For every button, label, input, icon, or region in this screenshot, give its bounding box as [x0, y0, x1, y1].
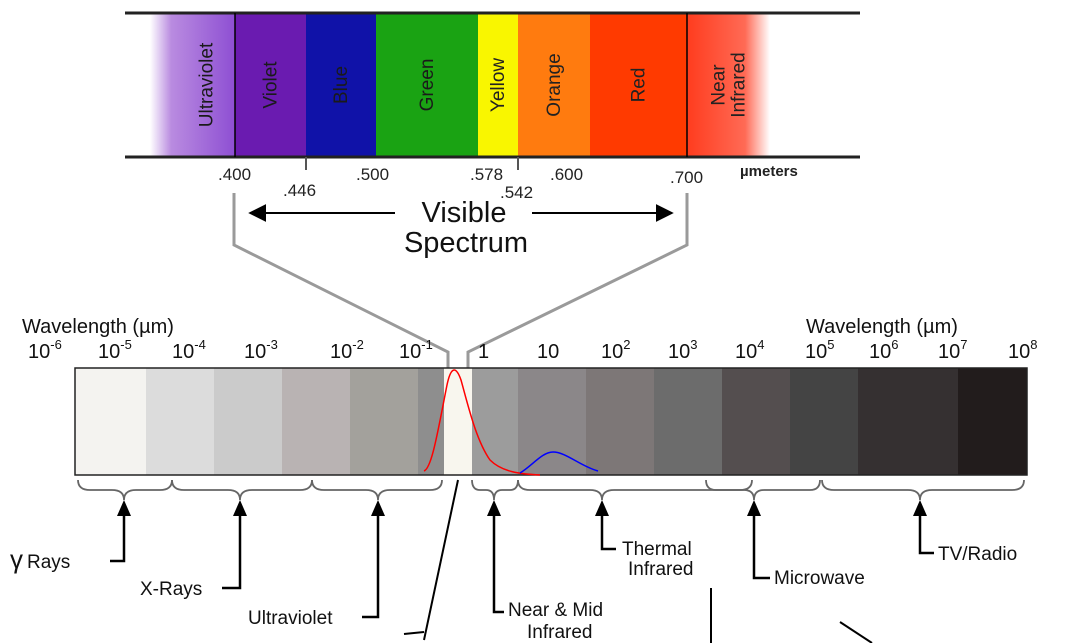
power-label: 10-5	[98, 337, 132, 363]
power-label: 10-4	[172, 337, 206, 363]
visible-tick-labels: .400 .446 .500 .578 .542 .600 .700 µmete…	[218, 163, 798, 202]
power-label: 103	[668, 337, 697, 363]
tv-radio-label: TV/Radio	[938, 544, 1017, 565]
power-label: 108	[1008, 337, 1037, 363]
spectrum-band	[586, 368, 654, 475]
tick-500: .500	[356, 165, 389, 184]
spectrum-band	[790, 368, 858, 475]
region-braces	[77, 479, 1025, 501]
band-label-blue: Blue	[331, 66, 352, 104]
region-labels: γ Rays X-Rays Ultraviolet Near & Mid Inf…	[10, 539, 1017, 643]
band-label-violet: Violet	[261, 61, 282, 109]
spectrum-band	[472, 368, 518, 475]
visible-spectrum-strip: Ultraviolet Violet Blue Green Yellow Orange Re…	[125, 11, 860, 159]
power-label: 106	[869, 337, 898, 363]
band-orange	[518, 13, 590, 157]
band-yellow	[478, 13, 518, 157]
region-arrows	[110, 515, 934, 619]
thermal-label-line1: Thermal	[622, 539, 692, 560]
thermal-label-line2: Infrared	[628, 559, 693, 580]
visible-title-line2: Spectrum	[404, 227, 528, 259]
tick-446: .446	[283, 181, 316, 200]
power-label: 1	[478, 341, 489, 363]
wavelength-label-right: Wavelength (µm)	[806, 316, 958, 338]
visible-title-line1: Visible	[422, 197, 507, 229]
power-label: 102	[601, 337, 630, 363]
visible-funnel-lines	[232, 193, 689, 368]
ultraviolet-label: Ultraviolet	[248, 608, 333, 629]
band-label-yellow: Yellow	[488, 58, 509, 113]
near-mid-label-line2: Infrared	[527, 622, 592, 643]
tick-700: .700	[670, 168, 703, 187]
spectrum-band	[858, 368, 958, 475]
spectrum-band	[146, 368, 214, 475]
tick-578: .578	[470, 165, 503, 184]
tick-600: .600	[550, 165, 583, 184]
band-red	[590, 13, 687, 157]
spectrum-band	[958, 368, 1027, 475]
power-label: 105	[805, 337, 834, 363]
solar-radiation-curve	[423, 369, 541, 476]
band-label-green: Green	[417, 59, 438, 112]
units-label: µmeters	[740, 163, 798, 180]
spectrum-band	[444, 368, 472, 475]
lower-leader-lines	[403, 479, 873, 643]
tick-542: .542	[500, 183, 533, 202]
band-label-red: Red	[629, 68, 650, 103]
band-label-near-infrared-1: Infrared	[729, 52, 750, 117]
tick-400: .400	[218, 165, 251, 184]
gamma-symbol: γ	[10, 544, 23, 574]
xrays-label: X-Rays	[140, 579, 202, 600]
band-ultraviolet	[150, 13, 235, 157]
region-arrowheads	[117, 500, 927, 516]
band-label-orange: Orange	[544, 53, 565, 116]
band-label-near-infrared-0: Near	[709, 64, 730, 106]
earth-radiation-curve	[519, 451, 599, 474]
band-label-ultraviolet: Ultraviolet	[197, 42, 218, 127]
microwave-label: Microwave	[774, 568, 865, 589]
power-label: 10	[537, 341, 559, 363]
spectrum-bar	[75, 368, 1027, 475]
band-green	[376, 13, 478, 157]
spectrum-band	[282, 368, 350, 475]
spectrum-band	[350, 368, 418, 475]
spectrum-band	[654, 368, 722, 475]
band-blue	[306, 13, 376, 157]
power-label: 10-2	[330, 337, 364, 363]
power-label: 10-1	[399, 337, 433, 363]
spectrum-band	[722, 368, 790, 475]
power-label: 104	[735, 337, 764, 363]
power-label: 10-3	[244, 337, 278, 363]
near-mid-label-line1: Near & Mid	[508, 600, 603, 621]
wavelength-power-labels: 10-6 10-5 10-4 10-3 10-2 10-1 1 10 102 103 104 105 1…	[28, 337, 1037, 363]
spectrum-band	[518, 368, 586, 475]
band-near-infrared	[687, 13, 770, 157]
wavelength-label-left: Wavelength (µm)	[22, 316, 174, 338]
power-label: 10-6	[28, 337, 62, 363]
spectrum-band	[214, 368, 282, 475]
power-label: 107	[938, 337, 967, 363]
spectrum-band	[75, 368, 146, 475]
gamma-rays-label: Rays	[27, 552, 70, 573]
band-violet	[235, 13, 306, 157]
